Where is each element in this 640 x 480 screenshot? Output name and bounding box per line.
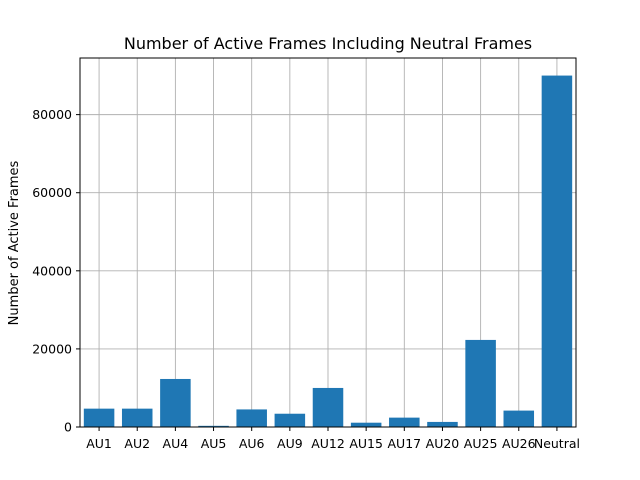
bar-au9 bbox=[274, 413, 306, 427]
x-tick-label: Neutral bbox=[534, 436, 580, 451]
bar-au12 bbox=[312, 387, 344, 427]
bars bbox=[83, 75, 573, 428]
bar-au4 bbox=[160, 378, 191, 427]
bar-au25 bbox=[465, 339, 496, 427]
bar-au26 bbox=[503, 410, 535, 427]
chart-title: Number of Active Frames Including Neutra… bbox=[124, 34, 532, 53]
x-tick-label: AU17 bbox=[388, 436, 422, 451]
x-tick-label: AU2 bbox=[124, 436, 150, 451]
y-tick-label: 80000 bbox=[32, 107, 72, 122]
x-tick-label: AU9 bbox=[277, 436, 303, 451]
bar-au1 bbox=[83, 408, 115, 427]
bar-au17 bbox=[389, 417, 420, 427]
bar-au2 bbox=[121, 408, 153, 427]
x-tick-label: AU12 bbox=[311, 436, 345, 451]
bar-neutral bbox=[541, 75, 573, 428]
axes: AU1 AU2 AU4 AU5 AU6 AU9 AU12 AU15 AU17 AU20 AU25 AU… bbox=[32, 57, 580, 451]
bar-au20 bbox=[427, 421, 458, 427]
x-tick-label: AU25 bbox=[464, 436, 498, 451]
x-tick-label: AU5 bbox=[201, 436, 227, 451]
y-tick-label: 60000 bbox=[32, 185, 72, 200]
bar-au6 bbox=[236, 409, 267, 427]
y-axis-label: Number of Active Frames bbox=[7, 160, 22, 325]
y-tick-label: 40000 bbox=[32, 263, 72, 278]
grid-lines bbox=[80, 58, 576, 428]
y-tick-label: 20000 bbox=[32, 341, 72, 356]
x-tick-label: AU15 bbox=[349, 436, 383, 451]
x-tick-label: AU6 bbox=[239, 436, 265, 451]
bar-au15 bbox=[350, 422, 382, 427]
x-tick-label: AU1 bbox=[86, 436, 112, 451]
x-tick-label: AU4 bbox=[163, 436, 189, 451]
bar-au5 bbox=[198, 425, 229, 427]
y-tick-label: 0 bbox=[64, 420, 72, 435]
x-tick-label: AU20 bbox=[426, 436, 460, 451]
x-tick-label: AU26 bbox=[502, 436, 536, 451]
